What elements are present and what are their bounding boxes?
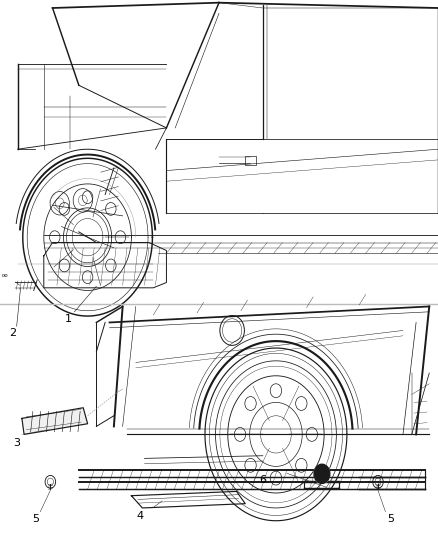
Text: 3: 3 [13, 438, 20, 448]
Text: 1: 1 [64, 314, 71, 324]
Text: 5: 5 [387, 514, 394, 524]
Polygon shape [22, 408, 88, 434]
Bar [245, 156, 256, 165]
Circle shape [314, 464, 330, 483]
Text: 5: 5 [32, 514, 39, 524]
Text: 2: 2 [9, 328, 16, 338]
Text: 6: 6 [259, 475, 266, 486]
Circle shape [314, 464, 330, 483]
Text: 4: 4 [137, 511, 144, 521]
Text: oo: oo [2, 273, 9, 278]
